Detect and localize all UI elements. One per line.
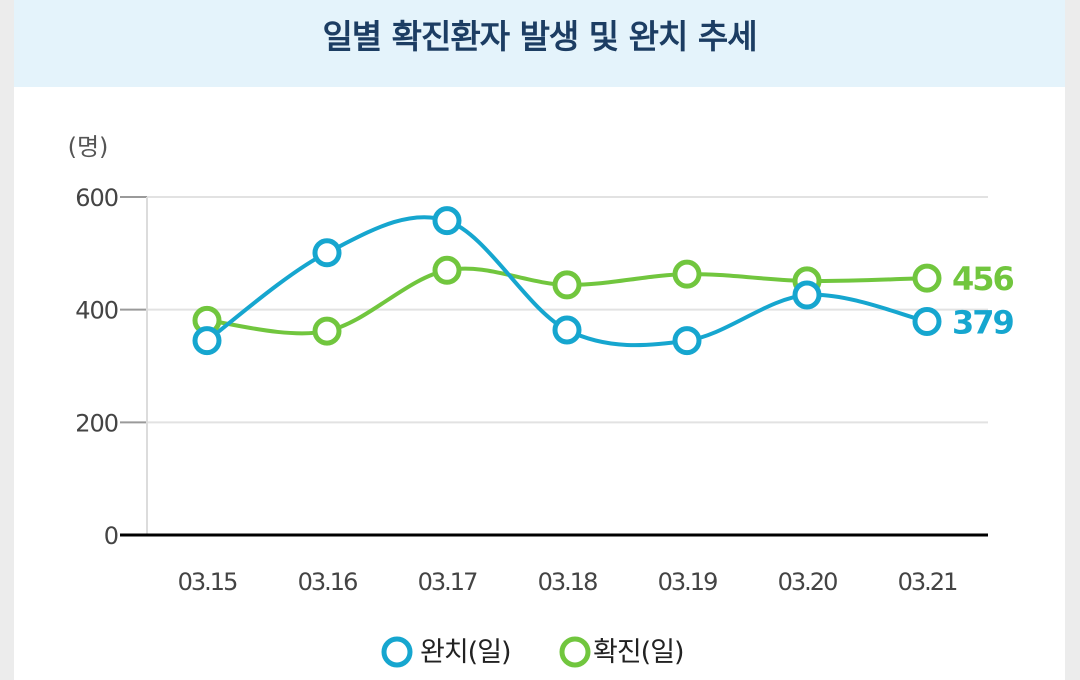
x-tick-label-03.16: 03.16 (298, 568, 357, 596)
x-tick-label-03.17: 03.17 (418, 568, 477, 596)
y-tick-label-0: 0 (104, 522, 118, 550)
recovered-point-03.18 (552, 315, 582, 345)
confirmed-point-03.21 (912, 263, 942, 293)
chart-title: 일별 확진환자 발생 및 완치 추세 (322, 17, 757, 56)
confirmed-point-03.16 (312, 316, 342, 346)
grid-lines (147, 196, 988, 424)
confirmed-point-03.18 (552, 270, 582, 300)
recovered-legend-marker (381, 636, 413, 668)
recovered-end-label: 379 (952, 303, 1014, 341)
recovered-point-03.19 (672, 326, 702, 356)
y-tick-label-200: 200 (75, 409, 118, 437)
axes: 0 200 400 600 03.15 03.16 03.17 03.18 03.19 03.20… (75, 184, 988, 596)
x-tick-label-03.19: 03.19 (658, 568, 717, 596)
confirmed-legend-marker (559, 636, 591, 668)
confirmed-legend-label: 확진(일) (593, 637, 684, 668)
x-tick-label-03.20: 03.20 (778, 568, 837, 596)
confirmed-end-label: 456 (952, 260, 1014, 298)
chart-header: 일별 확진환자 발생 및 완치 추세 (14, 0, 1065, 87)
x-tick-label-03.18: 03.18 (538, 568, 597, 596)
recovered-point-03.21 (912, 306, 942, 336)
y-axis-unit: (명) (68, 133, 109, 161)
x-tick-label-03.15: 03.15 (178, 568, 237, 596)
recovered-point-03.17 (432, 206, 462, 236)
recovered-point-03.20 (792, 280, 822, 310)
recovered-point-03.15 (192, 326, 222, 356)
y-tick-label-600: 600 (75, 184, 118, 212)
x-tick-label-03.21: 03.21 (898, 568, 957, 596)
y-tick-label-400: 400 (75, 297, 118, 325)
chart-card: 일별 확진환자 발생 및 완치 추세 (14, 0, 1065, 680)
legend: 완치(일) 확진(일) (381, 636, 685, 668)
confirmed-point-03.19 (672, 259, 702, 289)
recovered-point-03.16 (312, 238, 342, 268)
recovered-legend-label: 완치(일) (420, 637, 511, 668)
confirmed-point-03.17 (432, 255, 462, 285)
